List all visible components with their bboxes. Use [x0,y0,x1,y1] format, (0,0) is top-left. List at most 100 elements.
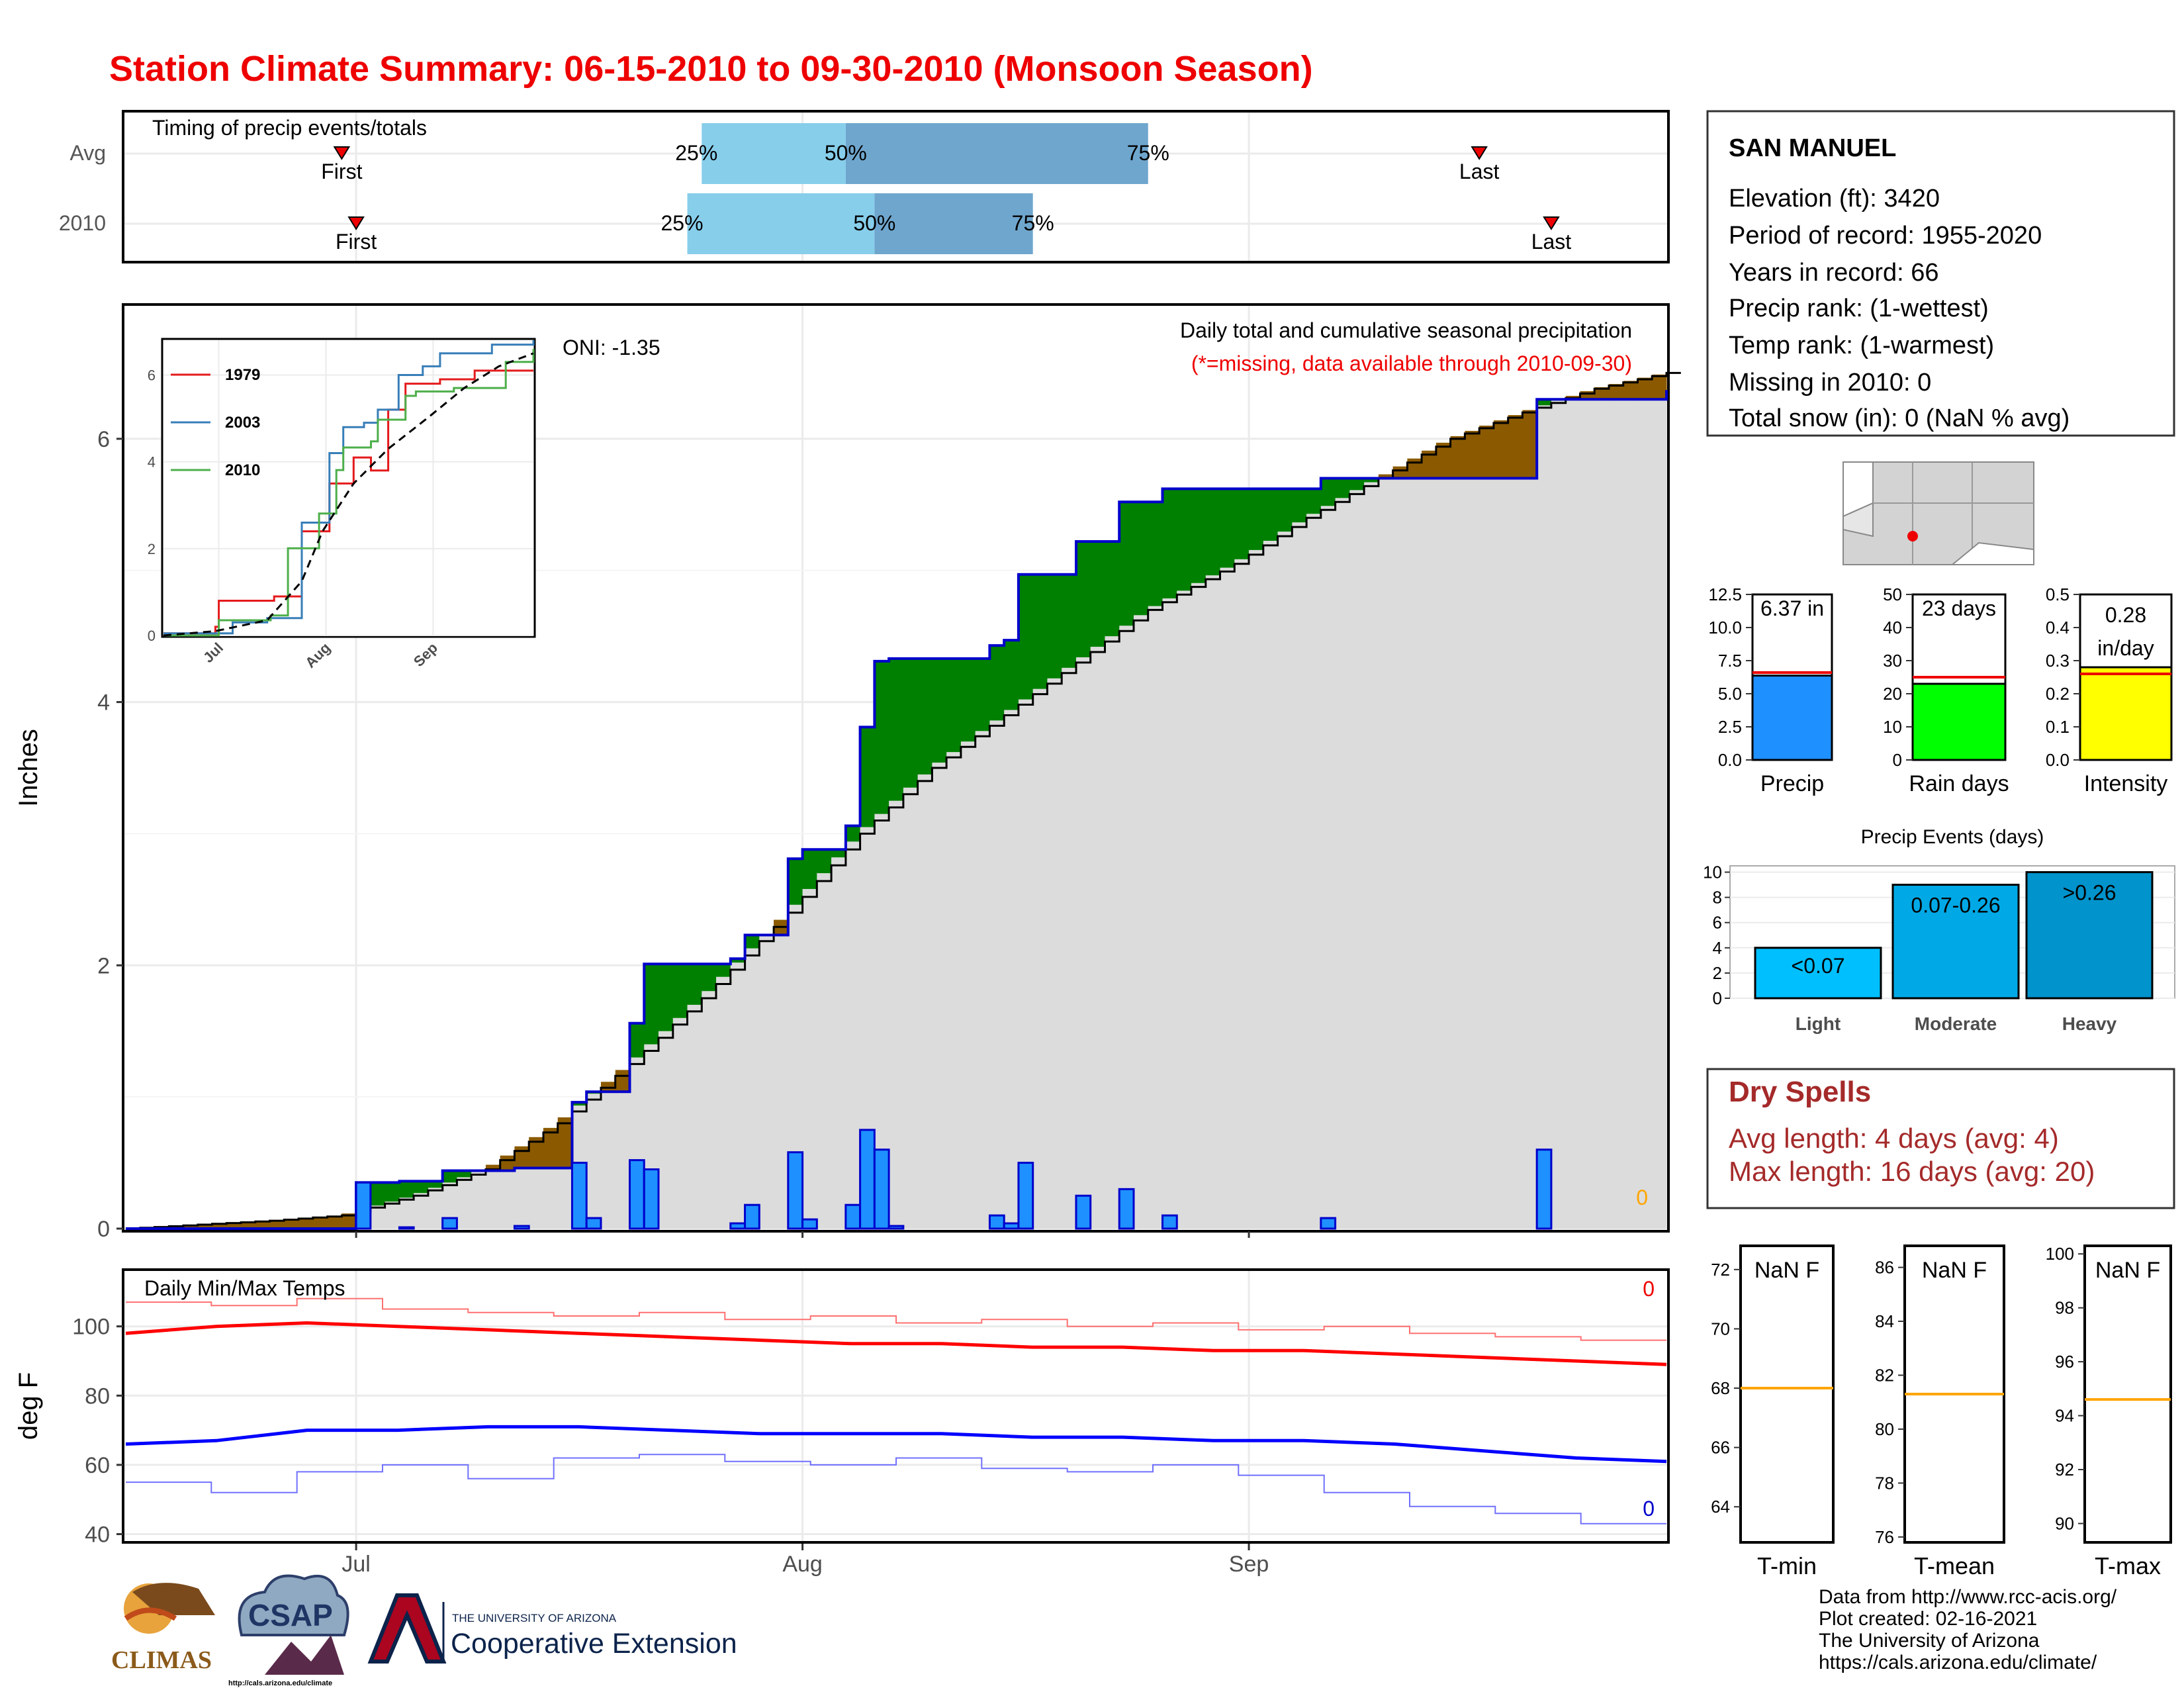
page-title: Station Climate Summary: 06-15-2010 to 0… [109,49,1313,89]
climatology-area [1249,549,1264,1229]
climatology-area [428,1188,443,1229]
temp-box-value: NaN F [1754,1258,1819,1283]
climatology-area [1422,478,1437,1229]
climatology-area [817,873,832,1229]
quartile-bar-lower [687,193,875,254]
climatology-area [1090,647,1106,1229]
precip-ytick-label: 6 [97,427,110,452]
below-average-area [1493,420,1509,479]
temp-summary-box [2083,1244,2172,1544]
summary-ytick-label: 7.5 [1718,651,1742,671]
inset-ytick-label: 2 [148,541,156,557]
above-average-area [1032,574,1048,689]
above-average-area [960,658,976,742]
temp-panel-title: Daily Min/Max Temps [144,1276,345,1300]
climatology-area [557,1168,573,1229]
timing-marker-icon [333,146,351,160]
daily-precip-bar [787,1151,804,1230]
station-line: Elevation (ft): 3420 [1729,185,1940,212]
daily-precip-bar [844,1203,862,1230]
below-average-area [284,1219,299,1229]
above-average-area [1249,489,1264,550]
climatology-area [1537,405,1552,1229]
climatology-area [960,741,976,1229]
summary-bar-label: Rain days [1909,771,2009,796]
climatology-area [1493,478,1509,1229]
climatology-area [1551,400,1567,1229]
inset-series-line [163,340,535,635]
climatology-area [1263,540,1279,1229]
above-average-area [1263,489,1279,541]
below-average-area [485,1164,501,1171]
temp-box-ytick-label: 66 [1711,1438,1730,1458]
daily-precip-bar [887,1225,905,1230]
above-average-area [1018,574,1034,700]
summary-value-label: 6.37 in [1760,596,1824,620]
above-average-area [672,964,688,1018]
daily-precip-bar [513,1225,530,1230]
climatology-area [1191,583,1206,1229]
above-average-area [903,658,919,788]
temp-box-ytick-label: 80 [1875,1419,1894,1439]
summary-ytick-label: 12.5 [1708,585,1742,604]
above-average-area [572,1102,587,1106]
climatology-area [1637,399,1653,1229]
events-ytick-label: 10 [1703,863,1722,882]
above-average-area [1177,489,1192,591]
oni-label: ONI: -1.35 [563,336,660,359]
missing-count: 0 [1636,1186,1648,1209]
below-average-area [1508,415,1524,479]
climatology-area [1623,399,1639,1229]
climatology-area [975,731,991,1229]
climatology-area [1465,478,1480,1229]
inset-ytick-label: 0 [148,628,156,644]
temp-box-ytick-label: 92 [2055,1460,2074,1479]
daily-precip-bar [585,1217,602,1230]
below-average-area [1392,466,1408,479]
climas-logo-text: CLIMAS [111,1646,212,1674]
summary-ytick-label: 0.1 [2046,717,2070,737]
quartile-bar-upper [874,193,1033,254]
csap-logo-url: http://cals.arizona.edu/climate [228,1679,332,1687]
credit-line: Plot created: 02-16-2021 [1819,1608,2037,1630]
temp-max-missing: 0 [1643,1277,1655,1301]
below-average-area [1465,430,1480,479]
above-average-area [1119,502,1134,626]
climatology-area [889,800,904,1229]
ua-header-text: THE UNIVERSITY OF ARIZONA [452,1612,617,1624]
dry-spells-avg: Avg length: 4 days (avg: 4) [1729,1123,2059,1154]
climatology-area [860,827,875,1229]
climatology-area [716,976,731,1229]
timing-marker-label: First [321,160,362,183]
precip-caption: Daily total and cumulative seasonal prec… [1180,318,1632,342]
climatology-area [1565,399,1581,1229]
quartile-bar-lower [702,123,846,184]
climatology-area [1392,478,1408,1229]
above-average-area [1349,478,1365,491]
above-average-area [1364,478,1379,483]
climatology-area [1119,626,1134,1229]
above-average-area [457,1170,472,1178]
below-average-area [269,1220,285,1229]
daily-precip-bar [441,1217,458,1230]
below-average-area [1479,425,1494,479]
temp-box-ytick-label: 86 [1875,1258,1894,1278]
station-line: Missing in 2010: 0 [1729,369,1931,397]
below-average-area [1652,374,1667,400]
below-average-area [1594,387,1610,400]
climatology-area [687,1004,702,1229]
summary-bar-label: Precip [1760,771,1824,796]
above-average-area [1292,489,1307,523]
temp-box-ytick-label: 72 [1711,1260,1730,1280]
climatology-area [903,787,919,1229]
precip-event-value-label: <0.07 [1792,954,1845,978]
below-average-area [1623,381,1639,400]
climatology-area [745,948,760,1229]
daily-precip-bar [1075,1194,1092,1230]
above-average-area [1105,541,1120,637]
climatology-area [414,1193,429,1229]
summary-bar-label: Intensity [2084,771,2168,796]
above-average-area [1537,399,1552,406]
climatology-area [370,1205,386,1229]
below-average-area [529,1137,544,1168]
